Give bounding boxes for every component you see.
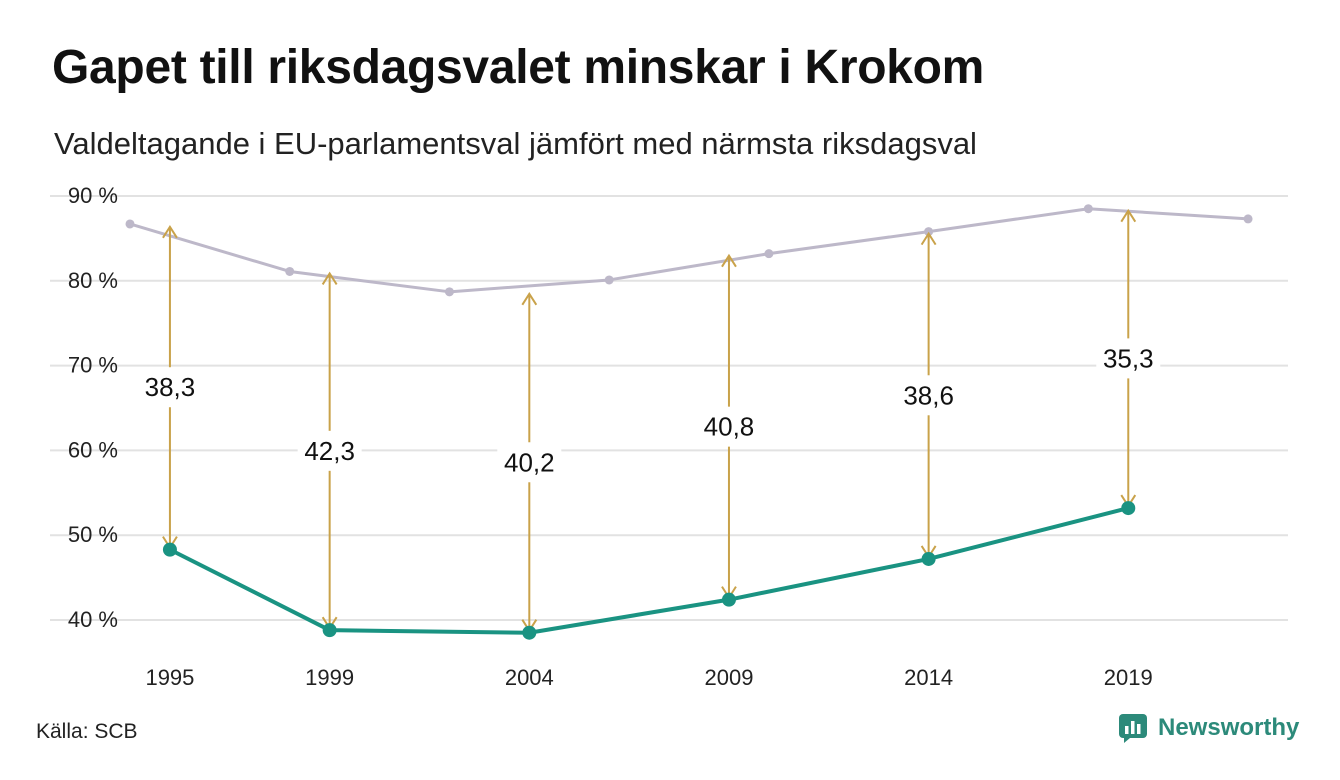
eu-point — [1121, 501, 1136, 516]
gap-label-bg — [297, 430, 362, 471]
eu-point — [322, 623, 337, 638]
riksdag-point — [764, 249, 774, 259]
brand-logo: Newsworthy — [1118, 713, 1299, 743]
gap-label: 40,8 — [704, 412, 755, 442]
gap-arrow-head-top — [920, 231, 937, 246]
x-tick-label: 1999 — [305, 665, 354, 690]
eu-point — [721, 592, 736, 607]
y-tick-label: 80 % — [68, 268, 118, 293]
x-tick-label: 1995 — [145, 665, 194, 690]
x-tick-label: 2014 — [904, 665, 953, 690]
chart-title: Gapet till riksdagsvalet minskar i Kroko… — [52, 41, 985, 94]
riksdag-point — [125, 219, 135, 229]
gap-label: 38,6 — [903, 380, 954, 410]
riksdag-line — [129, 207, 1249, 294]
y-tick-label: 60 % — [68, 437, 118, 462]
gap-arrow-head-top — [1120, 208, 1137, 223]
newsworthy-logo-icon — [1119, 714, 1147, 743]
riksdag-point — [285, 266, 295, 276]
x-axis-ticks: 1995 1999 2004 2009 2014 2019 — [145, 665, 1152, 690]
gap-label-bg — [137, 367, 202, 408]
chart-subtitle: Valdeltagande i EU-parlamentsval jämfört… — [54, 126, 977, 161]
gap-arrow: 40,2 — [497, 291, 562, 633]
eu-point — [522, 625, 537, 640]
riksdag-point — [604, 275, 614, 285]
gap-arrow-head-top — [521, 291, 538, 306]
eu-line — [169, 506, 1129, 635]
gap-label-bg — [896, 375, 961, 416]
riksdag-point — [1243, 214, 1253, 224]
gap-label-bg — [1096, 338, 1161, 379]
gap-arrow: 38,6 — [896, 231, 961, 559]
x-tick-label: 2009 — [704, 665, 753, 690]
gap-arrow: 35,3 — [1096, 208, 1161, 508]
gap-label: 40,2 — [504, 447, 555, 477]
gap-arrow: 42,3 — [297, 271, 362, 631]
y-axis-ticks: 40 % 50 % 60 % 70 % 80 % 90 % — [68, 183, 118, 632]
gap-arrow: 40,8 — [696, 253, 761, 600]
gridlines — [50, 195, 1288, 621]
brand-name: Newsworthy — [1158, 714, 1300, 741]
eu-point — [162, 542, 177, 557]
gap-label: 35,3 — [1103, 343, 1154, 373]
gap-arrow-head-top — [321, 271, 338, 286]
gap-arrow: 38,3 — [137, 224, 202, 550]
y-tick-label: 70 % — [68, 353, 118, 378]
source-note: Källa: SCB — [36, 720, 138, 743]
y-tick-label: 40 % — [68, 607, 118, 632]
x-tick-label: 2004 — [505, 665, 554, 690]
gap-label: 38,3 — [145, 372, 196, 402]
gap-arrows: 38,3 42,3 40,2 40,8 38,6 35,3 — [137, 208, 1161, 633]
x-tick-label: 2019 — [1104, 665, 1153, 690]
gap-arrow-head-top — [162, 224, 178, 239]
eu-point — [921, 551, 936, 566]
riksdag-point — [924, 227, 934, 237]
gap-label-bg — [497, 442, 562, 483]
riksdag-point — [444, 287, 454, 297]
gap-label-bg — [696, 406, 761, 447]
y-tick-label: 90 % — [68, 183, 118, 208]
gap-label: 42,3 — [304, 436, 355, 466]
y-tick-label: 50 % — [68, 522, 118, 547]
riksdag-point — [1083, 204, 1093, 214]
riksdag-series — [125, 204, 1253, 297]
gap-arrow-head-top — [721, 253, 737, 268]
eu-series — [162, 501, 1136, 640]
